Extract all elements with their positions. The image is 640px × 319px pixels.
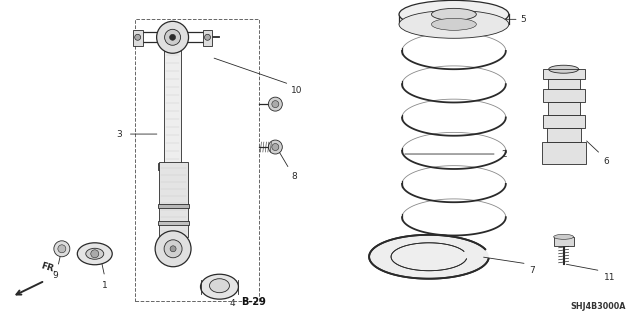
Bar <box>543 115 584 128</box>
Text: SHJ4B3000A: SHJ4B3000A <box>571 302 626 311</box>
Circle shape <box>272 144 279 151</box>
Bar <box>554 237 573 246</box>
Bar <box>548 102 580 115</box>
Text: 9: 9 <box>52 271 58 280</box>
Ellipse shape <box>431 18 476 30</box>
Text: 6: 6 <box>604 157 609 166</box>
Circle shape <box>54 241 70 257</box>
Circle shape <box>155 231 191 267</box>
Text: 1: 1 <box>102 281 108 290</box>
Circle shape <box>58 245 66 253</box>
Text: 5: 5 <box>521 15 527 24</box>
Ellipse shape <box>431 8 476 20</box>
Text: 7: 7 <box>529 266 534 275</box>
Bar <box>157 204 189 208</box>
Text: FR.: FR. <box>40 261 58 275</box>
Text: 8: 8 <box>291 172 297 181</box>
Circle shape <box>268 140 282 154</box>
Text: 3: 3 <box>116 130 122 138</box>
Bar <box>548 79 580 89</box>
Bar <box>166 253 180 263</box>
Circle shape <box>268 97 282 111</box>
Text: B-29: B-29 <box>241 297 266 307</box>
Circle shape <box>157 21 189 53</box>
Circle shape <box>170 246 176 252</box>
Ellipse shape <box>548 65 579 73</box>
Circle shape <box>164 240 182 258</box>
Bar <box>159 162 188 237</box>
Ellipse shape <box>399 10 509 38</box>
Bar <box>202 30 212 46</box>
Ellipse shape <box>399 0 509 28</box>
Bar <box>547 128 580 142</box>
Ellipse shape <box>77 243 112 265</box>
Bar <box>157 221 189 225</box>
Bar <box>158 163 187 170</box>
Text: 4: 4 <box>230 299 235 308</box>
Bar <box>132 30 143 46</box>
Bar <box>543 69 584 79</box>
Ellipse shape <box>209 279 230 293</box>
Circle shape <box>205 34 211 40</box>
Text: 2: 2 <box>502 150 508 159</box>
Ellipse shape <box>86 248 104 259</box>
Bar <box>543 89 584 102</box>
Ellipse shape <box>369 235 489 279</box>
Text: 11: 11 <box>604 273 615 282</box>
Bar <box>164 46 181 164</box>
Circle shape <box>164 29 180 45</box>
Circle shape <box>134 34 141 40</box>
Bar <box>541 142 586 164</box>
Circle shape <box>272 100 279 108</box>
Ellipse shape <box>200 274 239 299</box>
Text: 10: 10 <box>291 86 303 95</box>
Circle shape <box>91 250 99 258</box>
Ellipse shape <box>554 234 573 239</box>
Bar <box>134 19 259 301</box>
Circle shape <box>170 34 175 40</box>
